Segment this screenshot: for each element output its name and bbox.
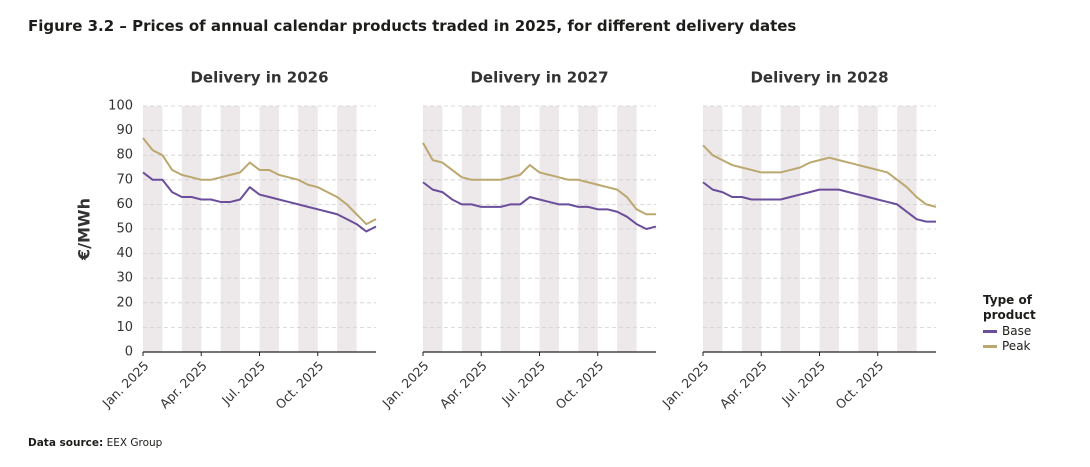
panel-title: Delivery in 2027 [470,69,608,87]
y-tick-label: 60 [116,197,133,212]
legend-swatch [983,345,997,348]
y-tick-label: 100 [108,99,133,114]
y-tick-label: 80 [116,148,133,163]
legend-swatch [983,330,997,333]
x-tick-label: Apr. 2025 [717,358,770,411]
y-tick-label: 40 [116,246,133,261]
y-tick-label: 0 [125,345,133,360]
source-label: Data source: [28,437,104,449]
y-tick-label: 30 [116,271,133,286]
month-band [858,106,878,352]
x-tick-label: Oct. 2025 [272,358,326,412]
data-source: Data source: EEX Group [28,437,162,449]
y-tick-label: 20 [116,295,133,310]
y-axis-label: €/MWh [75,198,94,261]
series-line [142,171,377,233]
x-tick-label: Oct. 2025 [552,358,606,412]
x-tick-label: Apr. 2025 [157,358,210,411]
series-line [422,142,656,216]
y-tick-label: 70 [116,172,133,187]
x-tick-label: Jan. 2025 [99,358,152,411]
panel-title: Delivery in 2028 [750,69,888,87]
month-band [741,106,762,352]
legend-item: Base [983,324,1045,339]
series-line [702,144,937,208]
x-tick-label: Jul. 2025 [218,358,268,408]
x-tick-label: Oct. 2025 [832,358,886,412]
series-line [142,137,377,226]
source-text: EEX Group [106,437,163,449]
month-band [578,106,598,352]
series-line [702,181,936,223]
figure-title: Figure 3.2 – Prices of annual calendar p… [28,17,797,35]
x-tick-label: Jul. 2025 [498,358,548,408]
y-tick-label: 90 [116,123,133,138]
month-band [461,106,482,352]
x-tick-label: Jan. 2025 [379,358,432,411]
y-tick-label: 50 [116,222,133,237]
legend-items: Base Peak [983,324,1045,354]
month-band [181,106,202,352]
x-tick-label: Jan. 2025 [659,358,712,411]
series-line [422,181,657,230]
x-tick-label: Jul. 2025 [778,358,828,408]
month-band [298,106,318,352]
legend: Type of product Base Peak [983,293,1045,354]
legend-title: Type of product [983,293,1036,322]
legend-label: Peak [1002,339,1031,353]
legend-item: Peak [983,339,1045,354]
legend-label: Base [1002,324,1032,338]
panel-title: Delivery in 2026 [190,69,328,87]
x-tick-label: Apr. 2025 [437,358,490,411]
y-tick-label: 10 [116,320,133,335]
